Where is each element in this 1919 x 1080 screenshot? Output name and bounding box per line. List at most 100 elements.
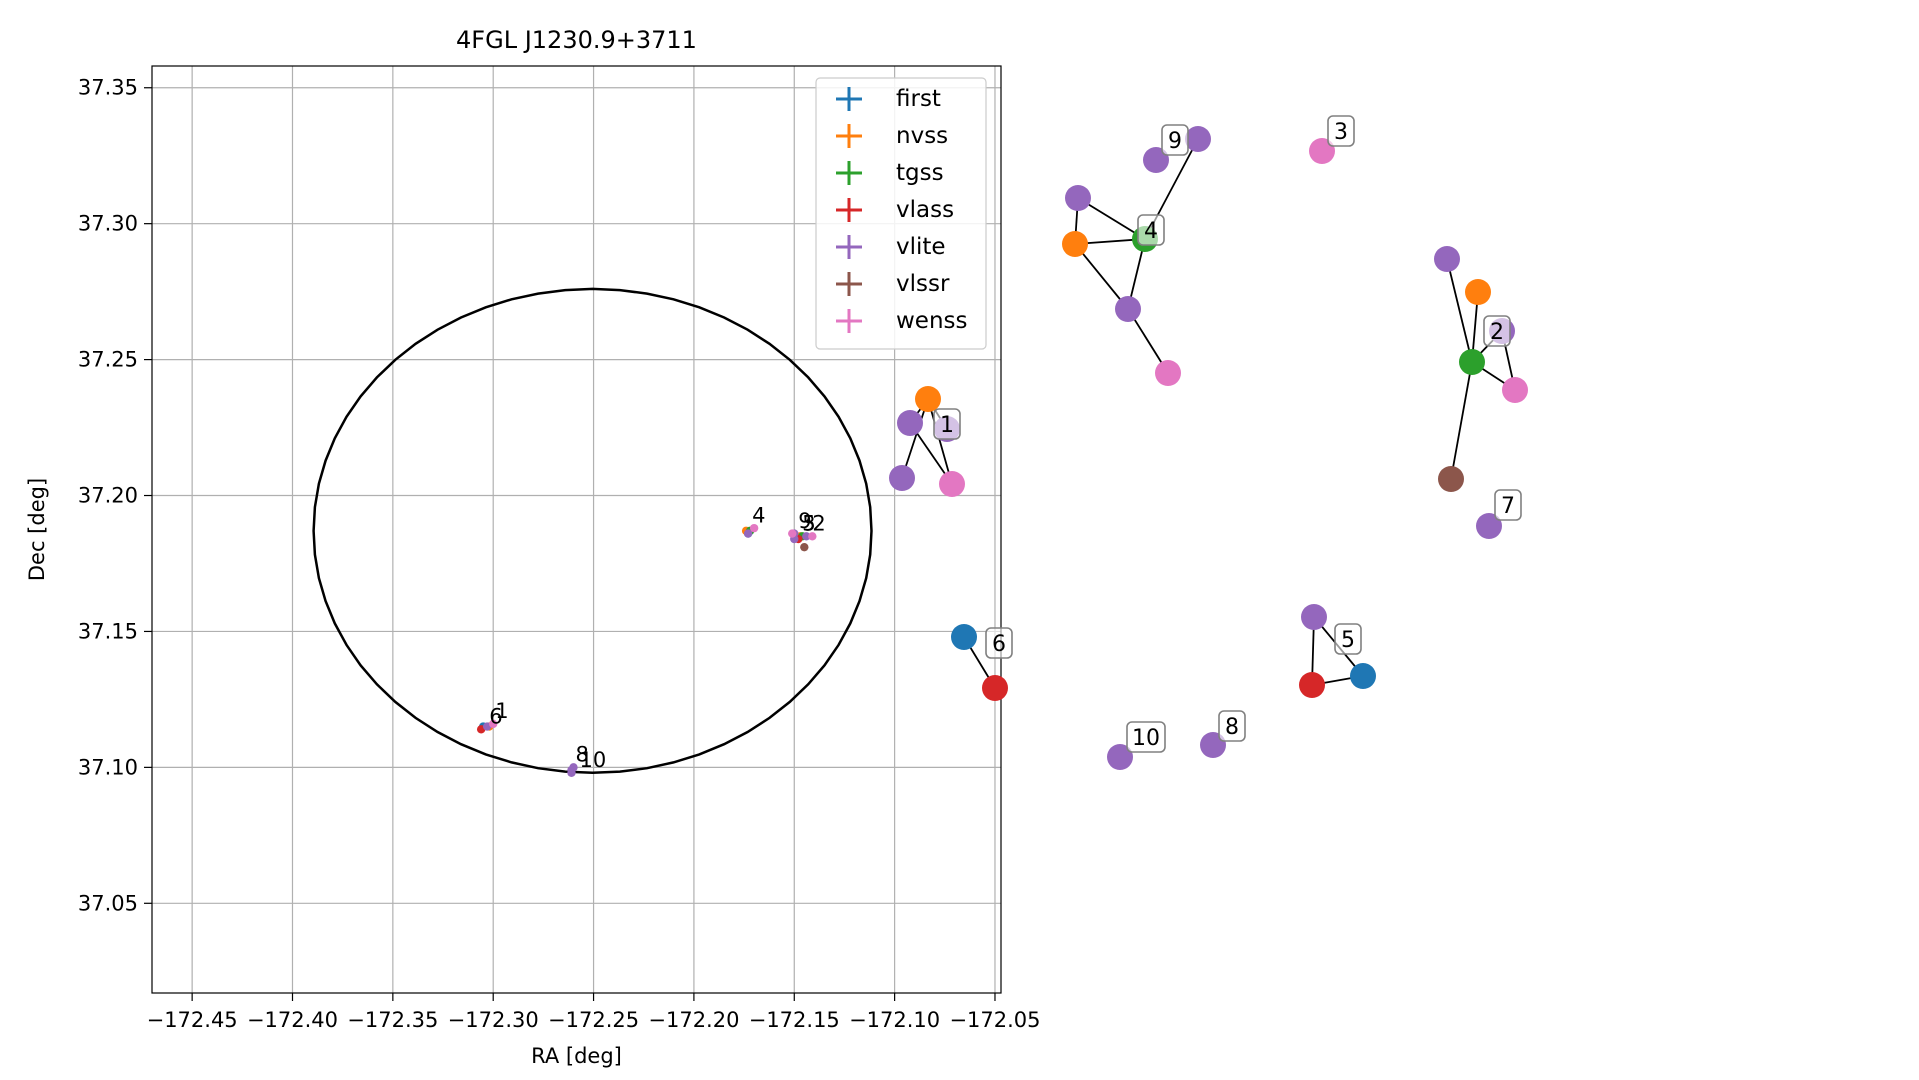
x-tick-label: −172.20	[648, 1008, 739, 1032]
point-vlite	[802, 532, 811, 541]
network-edge	[1450, 361, 1473, 480]
network-cluster-label: 8	[1218, 710, 1246, 742]
legend-entry-vlssr: vlssr	[836, 271, 950, 297]
label-text: 7	[1501, 494, 1515, 519]
label-text: 8	[1225, 715, 1239, 740]
point-vlite	[743, 529, 753, 538]
network-node	[1301, 604, 1327, 630]
network-node	[915, 386, 941, 412]
network-node	[1065, 185, 1091, 211]
x-axis-ticks: −172.45 −172.40 −172.35 −172.30 −172.25 −172.…	[147, 993, 1041, 1032]
network-edge	[901, 398, 929, 479]
label-box	[1137, 214, 1165, 246]
legend-box	[815, 77, 987, 350]
legend-label: wenss	[896, 308, 968, 334]
network-node	[1350, 663, 1376, 689]
legend-label: vlass	[896, 197, 954, 223]
network-node	[1299, 672, 1325, 698]
network-cluster-label: 3	[1327, 115, 1355, 147]
network-node	[897, 410, 923, 436]
point-label: 10	[580, 748, 607, 772]
network-cluster-label: 6	[985, 627, 1013, 659]
network-node	[1185, 126, 1211, 152]
x-tick-label: −172.30	[448, 1008, 539, 1032]
point-label: 8	[575, 743, 588, 767]
legend-entry-wenss: wenss	[836, 308, 968, 334]
network-edge	[1074, 243, 1129, 310]
network-cluster-label: 2	[1483, 315, 1511, 347]
legend-label: first	[896, 86, 941, 112]
point-vlite	[567, 765, 576, 775]
label-text: 3	[1334, 120, 1348, 145]
x-tick-label: −172.15	[749, 1008, 840, 1032]
network-cluster-label: 1	[933, 408, 961, 440]
legend-label: nvss	[896, 123, 948, 149]
point-label: 4	[752, 503, 765, 527]
network-cluster-label: 5	[1334, 623, 1362, 655]
label-box	[985, 627, 1013, 659]
x-tick-label: −172.45	[147, 1008, 238, 1032]
network-node	[1155, 360, 1181, 386]
y-tick-label: 37.20	[78, 484, 138, 508]
network-node	[1115, 296, 1141, 322]
network-node	[1502, 377, 1528, 403]
point-label: 1	[495, 699, 508, 723]
label-box	[1483, 315, 1511, 347]
network-node	[1465, 279, 1491, 305]
y-axis-label: Dec [deg]	[25, 478, 49, 581]
legend-entry-first: first	[836, 86, 941, 112]
x-tick-label: −172.10	[849, 1008, 940, 1032]
y-tick-label: 37.35	[78, 76, 138, 100]
point-label: 2	[812, 512, 825, 536]
label-box	[1161, 124, 1189, 156]
network-labels: 1 2 3 4 5 6 7 8 9 10	[933, 115, 1522, 753]
label-text: 1	[940, 413, 954, 438]
label-text: 9	[1168, 129, 1182, 154]
network-node	[1476, 513, 1502, 539]
network-node	[951, 624, 977, 650]
y-tick-label: 37.30	[78, 212, 138, 236]
legend: first nvss tgss vlass vlite vlssr wenss	[815, 77, 987, 350]
x-axis-label: RA [deg]	[531, 1044, 622, 1068]
axes-frame	[151, 65, 1002, 994]
point-wenss	[489, 719, 498, 729]
network-node	[1434, 246, 1460, 272]
label-text: 5	[1341, 628, 1355, 653]
sky-plot-panel: −172.45 −172.40 −172.35 −172.30 −172.25 −172.…	[25, 26, 1041, 1068]
label-box	[1218, 710, 1246, 742]
label-box	[933, 408, 961, 440]
network-graph-panel: 1 2 3 4 5 6 7 8 9 10	[889, 115, 1528, 770]
point-label: 3	[802, 512, 815, 536]
y-tick-label: 37.05	[78, 891, 138, 915]
label-box	[1327, 115, 1355, 147]
legend-entry-tgss: tgss	[836, 160, 944, 186]
legend-label: vlssr	[896, 271, 950, 297]
y-tick-label: 37.10	[78, 755, 138, 779]
label-text: 10	[1132, 726, 1160, 751]
network-cluster-label: 7	[1494, 489, 1522, 521]
label-text: 6	[992, 632, 1006, 657]
point-label: 5	[802, 512, 815, 536]
point-label: 6	[489, 705, 502, 729]
network-node	[1062, 231, 1088, 257]
network-node	[982, 675, 1008, 701]
label-box	[1334, 623, 1362, 655]
network-node	[1438, 466, 1464, 492]
point-wenss	[749, 523, 759, 533]
network-edge	[1446, 258, 1473, 363]
chart-title: 4FGL J1230.9+3711	[456, 26, 697, 54]
data-points	[476, 523, 817, 778]
x-tick-label: −172.35	[347, 1008, 438, 1032]
point-wenss	[808, 532, 817, 541]
network-node	[1459, 349, 1485, 375]
network-cluster-label: 9	[1161, 124, 1189, 156]
y-tick-label: 37.25	[78, 348, 138, 372]
network-node	[1107, 744, 1133, 770]
network-node	[939, 471, 965, 497]
network-node	[889, 465, 915, 491]
legend-entry-nvss: nvss	[836, 123, 948, 149]
network-cluster-label: 4	[1137, 214, 1165, 246]
network-edge	[1077, 197, 1146, 240]
label-text: 2	[1490, 320, 1504, 345]
